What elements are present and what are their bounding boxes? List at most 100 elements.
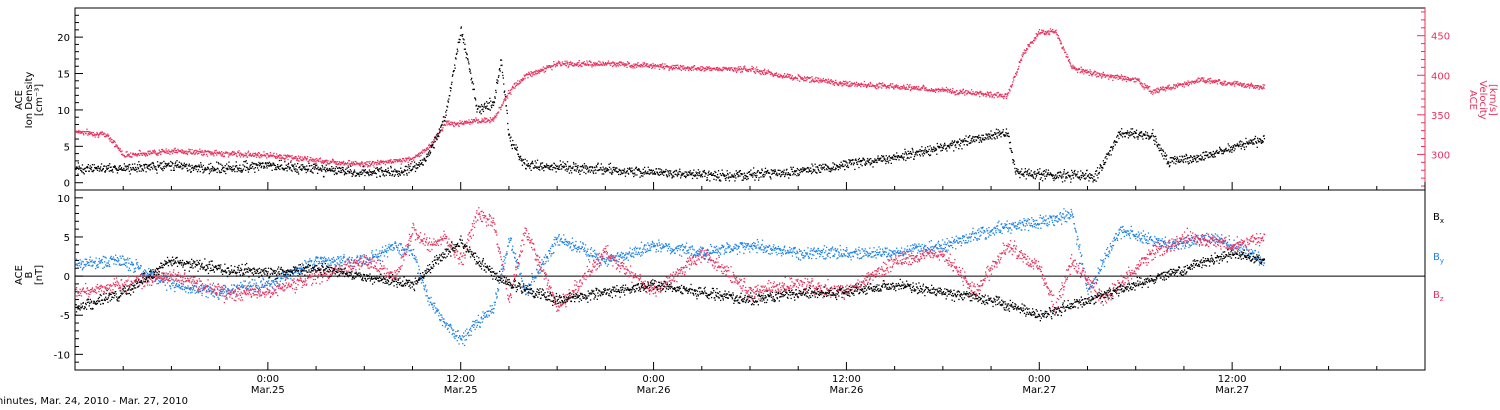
density-point [425, 156, 428, 158]
density-point [751, 174, 753, 176]
density-point [269, 165, 271, 167]
density-point [400, 167, 402, 169]
velocity-point [1250, 85, 1252, 87]
density-point [974, 141, 976, 143]
velocity-point [678, 67, 681, 69]
density-point [556, 167, 558, 170]
density-point [256, 164, 258, 167]
density-point [331, 166, 333, 168]
density-point [1074, 173, 1076, 175]
density-point [666, 175, 668, 177]
density-point [1043, 173, 1045, 175]
velocity-point [250, 154, 252, 156]
density-point [783, 169, 785, 171]
velocity-point [514, 85, 517, 87]
velocity-point [168, 149, 170, 151]
velocity-point [948, 89, 950, 91]
density-point [410, 163, 412, 165]
velocity-point [417, 155, 419, 157]
velocity-point [583, 63, 585, 65]
velocity-point [652, 64, 655, 67]
density-point [342, 167, 344, 169]
velocity-point [258, 156, 260, 158]
velocity-point [318, 160, 320, 162]
density-point [581, 165, 583, 168]
density-point [435, 134, 438, 136]
velocity-point [1142, 83, 1144, 85]
density-point [238, 170, 240, 172]
density-point [156, 161, 159, 163]
density-point [104, 171, 106, 173]
left-y-tick-label: 10 [57, 106, 70, 117]
velocity-point [570, 63, 573, 65]
density-point [909, 151, 912, 153]
density-point [218, 170, 220, 172]
density-point [164, 165, 166, 167]
density-point [1096, 174, 1098, 176]
velocity-point [866, 84, 868, 86]
density-point [1060, 172, 1062, 174]
density-point [520, 158, 523, 160]
density-point [1042, 174, 1044, 176]
velocity-point [779, 76, 781, 78]
velocity-point [212, 152, 215, 155]
velocity-point [769, 73, 772, 76]
density-point [508, 134, 511, 136]
density-point [799, 169, 801, 172]
velocity-point [477, 122, 479, 124]
velocity-point [143, 153, 145, 155]
velocity-point [332, 160, 335, 162]
velocity-point [1114, 74, 1116, 77]
velocity-point [1258, 87, 1261, 89]
density-point [351, 172, 353, 174]
velocity-point [284, 154, 286, 156]
velocity-point [565, 65, 568, 67]
density-point [474, 97, 476, 100]
density-point [339, 167, 341, 169]
density-point [573, 163, 575, 165]
velocity-point [841, 83, 843, 85]
density-point [118, 165, 120, 167]
velocity-point [492, 120, 495, 122]
density-point [914, 154, 916, 156]
density-point [1047, 169, 1050, 171]
density-point [90, 167, 92, 170]
velocity-point [1109, 76, 1111, 78]
velocity-point [1009, 89, 1011, 91]
density-point [972, 135, 974, 138]
density-point [1012, 162, 1014, 164]
density-point [133, 168, 135, 170]
density-point [830, 167, 833, 169]
density-point [170, 169, 172, 171]
velocity-point [876, 83, 878, 85]
density-point [460, 26, 462, 28]
density-point [1042, 170, 1045, 173]
density-point [264, 167, 266, 169]
velocity-point [1233, 81, 1235, 83]
velocity-point [499, 107, 501, 109]
density-point [176, 160, 178, 162]
velocity-point [322, 161, 324, 163]
velocity-point [893, 88, 895, 90]
velocity-point [470, 122, 472, 124]
density-point [550, 168, 552, 171]
density-point [796, 175, 798, 177]
density-point [266, 165, 268, 167]
density-point [538, 166, 540, 168]
velocity-point [471, 122, 473, 124]
density-point [546, 163, 548, 165]
velocity-point [944, 89, 946, 91]
velocity-point [444, 124, 446, 126]
velocity-point [987, 92, 989, 94]
velocity-point [465, 122, 467, 124]
density-point [604, 168, 606, 170]
density-point [373, 170, 376, 172]
density-point [718, 180, 721, 182]
velocity-point [716, 68, 718, 70]
velocity-point [384, 161, 386, 163]
density-point [397, 170, 399, 172]
density-point [428, 154, 430, 156]
velocity-point [607, 60, 610, 62]
density-point [432, 144, 434, 146]
density-point [246, 166, 248, 168]
